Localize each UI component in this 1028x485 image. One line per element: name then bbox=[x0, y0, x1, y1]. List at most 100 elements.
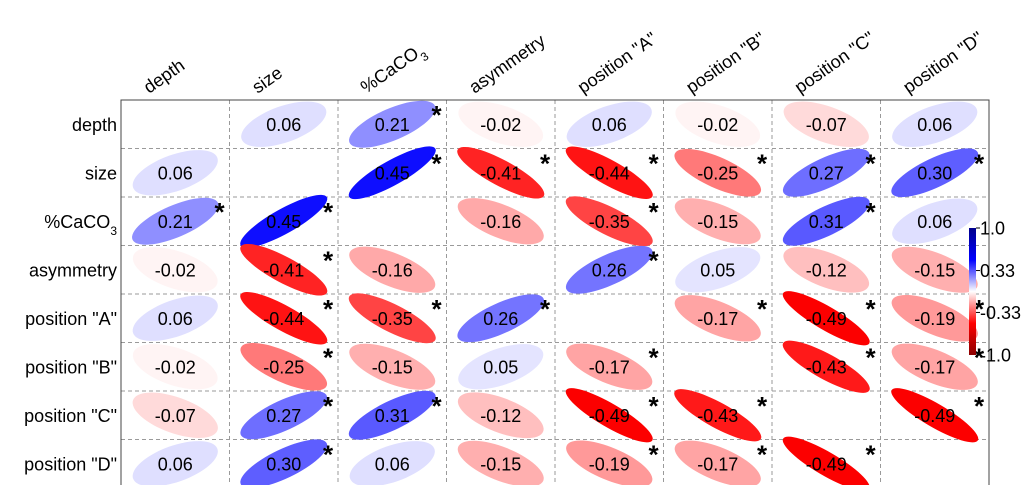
correlation-ellipse bbox=[891, 294, 978, 342]
correlation-ellipse bbox=[674, 198, 761, 245]
correlation-ellipse bbox=[132, 150, 218, 196]
significance-star: * bbox=[865, 294, 876, 324]
column-label: position "B" bbox=[682, 28, 769, 97]
cell-value-label: 0.21 bbox=[375, 115, 410, 135]
correlation-ellipse bbox=[566, 440, 653, 485]
cell-value-label: -0.16 bbox=[480, 212, 521, 232]
correlation-ellipse bbox=[566, 101, 652, 147]
cell-value-label: -0.15 bbox=[914, 260, 955, 280]
colorbar-tick-label: 1.0 bbox=[980, 219, 1005, 239]
correlation-ellipse bbox=[348, 293, 436, 344]
row-label: size bbox=[85, 163, 117, 183]
correlation-ellipse bbox=[240, 439, 328, 485]
colorbar-tick-label: 0.33 bbox=[980, 261, 1015, 281]
cell-value-label: 0.27 bbox=[809, 163, 844, 183]
row-label: position "B" bbox=[25, 357, 117, 377]
significance-star: * bbox=[757, 440, 768, 470]
cell-value-label: -0.17 bbox=[697, 454, 738, 474]
correlation-ellipses bbox=[132, 100, 979, 485]
correlation-ellipse bbox=[782, 196, 870, 246]
correlation-ellipse bbox=[349, 246, 436, 293]
cell-value-label: -0.49 bbox=[589, 406, 630, 426]
significance-star: * bbox=[757, 391, 768, 421]
cell-value-label: 0.06 bbox=[917, 115, 952, 135]
column-label: position "A" bbox=[574, 28, 661, 97]
correlation-ellipse bbox=[565, 245, 653, 294]
cell-value-label: -0.15 bbox=[480, 454, 521, 474]
row-label: asymmetry bbox=[29, 260, 117, 280]
significance-star: * bbox=[323, 440, 334, 470]
correlation-ellipse bbox=[674, 295, 761, 342]
row-label: depth bbox=[72, 115, 117, 135]
row-labels: depth size %CaCO3 asymmetry position "A" posi… bbox=[24, 115, 117, 475]
cell-value-label: -0.12 bbox=[806, 260, 847, 280]
cell-value-label: -0.19 bbox=[914, 309, 955, 329]
correlation-ellipse bbox=[349, 100, 436, 148]
row-label: position "C" bbox=[24, 406, 117, 426]
cell-value-label: -0.44 bbox=[589, 163, 630, 183]
cell-value-label: -0.12 bbox=[480, 406, 521, 426]
significance-star: * bbox=[974, 343, 985, 373]
significance-star: * bbox=[648, 391, 659, 421]
cell-value-label: -0.02 bbox=[155, 357, 196, 377]
column-label: position "C" bbox=[791, 28, 879, 98]
cell-value-label: 0.06 bbox=[158, 163, 193, 183]
correlation-ellipse bbox=[674, 389, 762, 442]
significance-star: * bbox=[323, 343, 334, 373]
correlation-ellipse bbox=[892, 198, 978, 244]
correlation-ellipse bbox=[891, 343, 978, 390]
cell-value-label: -0.17 bbox=[914, 357, 955, 377]
correlation-ellipse bbox=[240, 391, 328, 440]
cell-value-label: 0.45 bbox=[375, 163, 410, 183]
cell-value-label: -0.41 bbox=[263, 260, 304, 280]
cell-value-label: 0.30 bbox=[266, 454, 301, 474]
significance-star: * bbox=[323, 246, 334, 276]
cell-value-label: 0.06 bbox=[375, 454, 410, 474]
correlation-ellipse bbox=[349, 441, 435, 485]
correlation-ellipse bbox=[348, 146, 436, 200]
correlation-ellipse bbox=[132, 392, 218, 438]
significance-star: * bbox=[974, 294, 985, 324]
row-label: position "A" bbox=[25, 309, 117, 329]
correlation-ellipse bbox=[348, 390, 436, 440]
significance-star: * bbox=[540, 294, 551, 324]
cell-value-label: -0.17 bbox=[589, 357, 630, 377]
colorbar-tick-label: -1.0 bbox=[980, 346, 1011, 366]
cell-value-label: 0.05 bbox=[700, 260, 735, 280]
row-label: position "D" bbox=[24, 454, 117, 474]
cell-value-label: 0.45 bbox=[266, 212, 301, 232]
cell-value-label: 0.27 bbox=[266, 406, 301, 426]
significance-star: * bbox=[323, 294, 334, 324]
cell-value-label: 0.31 bbox=[809, 212, 844, 232]
significance-star: * bbox=[757, 294, 768, 324]
correlation-ellipse bbox=[891, 246, 978, 293]
significance-star: * bbox=[431, 100, 442, 130]
colorbar: 1.0 0.33 -0.33 -1.0 bbox=[969, 219, 1021, 366]
cell-value-label: 0.31 bbox=[375, 406, 410, 426]
column-label: size bbox=[248, 63, 286, 98]
correlation-ellipse bbox=[457, 146, 545, 199]
correlation-ellipse bbox=[132, 441, 218, 485]
cell-value-label: 0.26 bbox=[592, 260, 627, 280]
correlation-ellipse bbox=[675, 101, 761, 147]
cell-value-label: 0.06 bbox=[592, 115, 627, 135]
cell-value-label: -0.41 bbox=[480, 163, 521, 183]
correlation-ellipse bbox=[674, 148, 762, 197]
cell-value-label: -0.25 bbox=[263, 357, 304, 377]
cell-value-label: -0.16 bbox=[372, 260, 413, 280]
correlation-ellipse bbox=[891, 148, 979, 198]
correlation-ellipse bbox=[783, 101, 869, 147]
correlation-ellipse bbox=[132, 247, 218, 293]
correlation-ellipse bbox=[782, 291, 870, 346]
column-label: position "D" bbox=[899, 28, 987, 98]
correlation-ellipse bbox=[240, 194, 328, 248]
correlation-ellipse bbox=[132, 344, 218, 390]
correlation-ellipse bbox=[782, 340, 870, 393]
column-label: asymmetry bbox=[465, 30, 549, 97]
cell-value-label: -0.02 bbox=[480, 115, 521, 135]
cell-value-label: -0.02 bbox=[697, 115, 738, 135]
cell-value-label: 0.06 bbox=[917, 212, 952, 232]
significance-star: * bbox=[757, 149, 768, 179]
correlation-ellipse bbox=[565, 388, 653, 443]
